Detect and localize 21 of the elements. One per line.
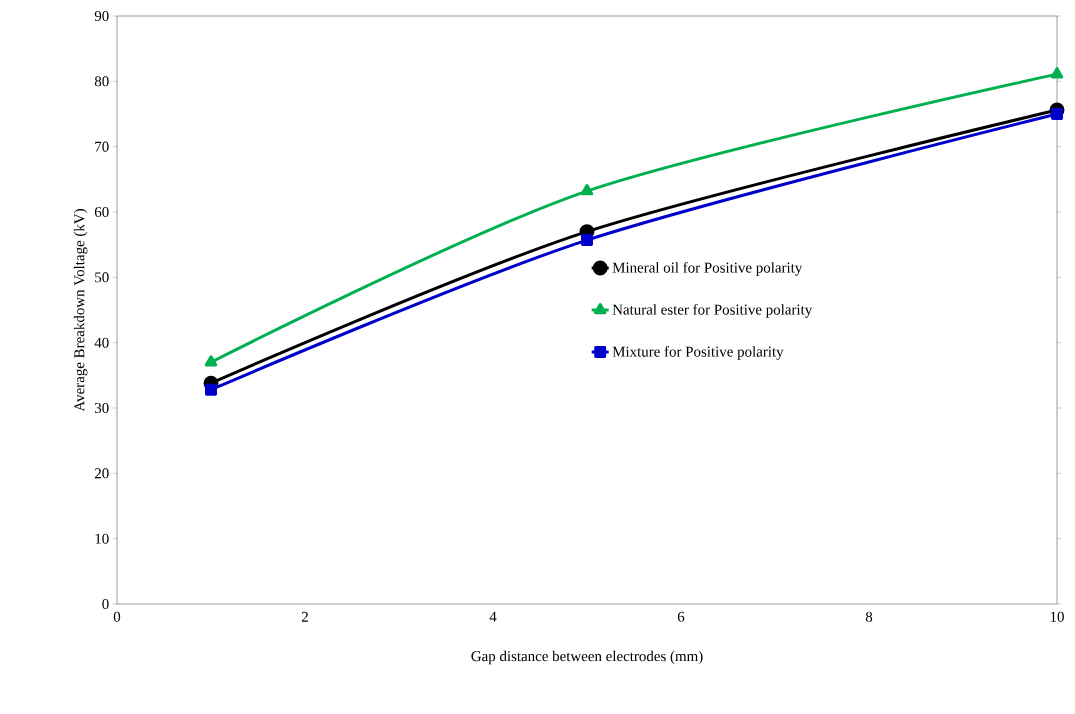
legend-label: Mineral oil for Positive polarity — [612, 262, 803, 276]
y-tick-label: 80 — [94, 76, 109, 87]
legend-label: Natural ester for Positive polarity — [612, 304, 813, 318]
x-tick-label: 2 — [301, 611, 308, 622]
x-axis-title: Gap distance between electrodes (mm) — [471, 650, 703, 665]
y-tick-label: 10 — [95, 533, 109, 544]
x-tick-label: 10 — [1050, 611, 1064, 622]
y-tick-label: 40 — [94, 337, 109, 348]
y-tick-label: 30 — [95, 402, 109, 414]
y-axis-title: Average Breakdown Voltage (kV) — [73, 209, 88, 412]
y-tick-label: 50 — [95, 272, 109, 283]
x-tick-label: 4 — [489, 611, 497, 622]
legend-label: Mixture for Positive polarity — [612, 346, 784, 360]
y-tick-label: 60 — [94, 206, 109, 218]
y-tick-label: 70 — [95, 141, 109, 152]
x-tick-label: 8 — [865, 611, 873, 622]
x-tick-label: 0 — [113, 611, 121, 622]
y-tick-label: 20 — [94, 468, 109, 479]
y-tick-label: 0 — [102, 598, 109, 610]
x-tick-label: 6 — [677, 611, 685, 622]
y-tick-label: 90 — [94, 10, 109, 22]
